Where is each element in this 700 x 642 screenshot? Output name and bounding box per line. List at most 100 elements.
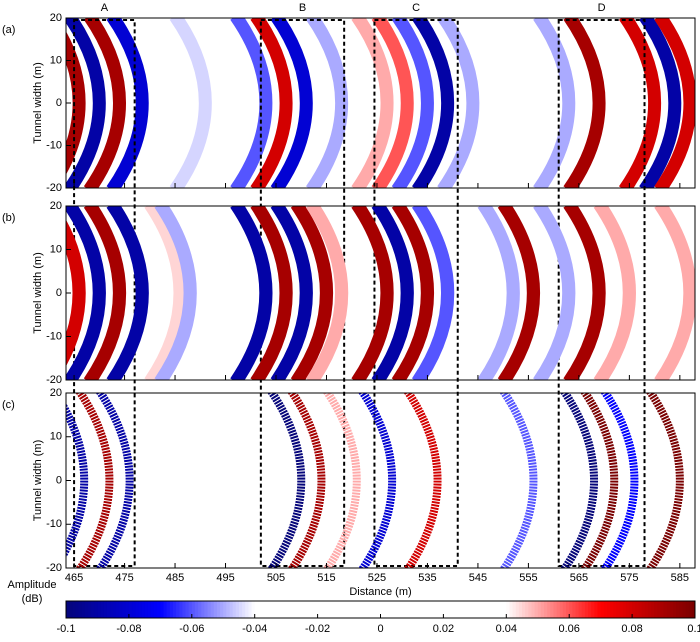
colorbar-cell [679, 601, 683, 618]
colorbar-cell [691, 601, 696, 618]
colorbar-cell [172, 601, 177, 618]
colorbar-cell [455, 601, 460, 618]
colorbar-tick-label: -0.1 [57, 623, 76, 635]
colorbar-cell [157, 601, 161, 618]
colorbar-cell [320, 601, 325, 618]
wave-stripe [497, 206, 540, 380]
colorbar-cell [210, 601, 215, 618]
colorbar-cell [544, 601, 548, 618]
colorbar-cell [270, 601, 275, 618]
colorbar-tick-label: -0.04 [242, 623, 267, 635]
colorbar-cell [91, 601, 95, 618]
y-tick-label: 0 [56, 287, 62, 299]
colorbar-cell [191, 601, 196, 618]
colorbar-cell [657, 601, 661, 618]
colorbar-cell [411, 601, 416, 618]
colorbar-cell [506, 601, 510, 618]
wave-stripe [66, 402, 89, 559]
colorbar-cell [547, 601, 551, 618]
x-tick-label: 505 [267, 572, 285, 584]
colorbar-cell [666, 601, 671, 618]
wave-stripe [96, 393, 134, 568]
wave-stripe [230, 18, 273, 188]
colorbar-cell [349, 601, 353, 618]
wave-stripe [563, 18, 606, 188]
colorbar-cell [484, 601, 488, 618]
colorbar-cell [361, 601, 366, 618]
colorbar-cell [477, 601, 482, 618]
wave-stripe [146, 393, 184, 568]
colorbar-cell [311, 601, 315, 618]
wave-stripe [477, 206, 520, 380]
colorbar-cell [424, 601, 429, 618]
colorbar-cell [625, 601, 630, 618]
wave-stripe [371, 18, 414, 188]
colorbar-cell [452, 601, 457, 618]
colorbar-cell [399, 601, 404, 618]
colorbar-cell [471, 601, 476, 618]
colorbar-cell [251, 601, 256, 618]
colorbar-label: Amplitude [8, 579, 57, 591]
colorbar-tick-label: 0.08 [621, 623, 642, 635]
colorbar-cell [144, 601, 149, 618]
colorbar-cell [330, 601, 334, 618]
colorbar-cell [540, 601, 545, 618]
wave-stripe [351, 206, 394, 380]
x-tick-label: 545 [469, 572, 487, 584]
colorbar-cell [562, 601, 567, 618]
wave-stripe [106, 206, 149, 380]
colorbar-cell [106, 601, 111, 618]
y-tick-label: 0 [56, 97, 62, 109]
region-label: C [412, 2, 420, 14]
colorbar-cell [128, 601, 133, 618]
wave-stripe [618, 18, 661, 188]
colorbar-cell [474, 601, 479, 618]
colorbar-cell [223, 601, 227, 618]
colorbar-cell [317, 601, 322, 618]
colorbar-cell [194, 601, 199, 618]
colorbar-cell [97, 601, 102, 618]
colorbar-cell [503, 601, 507, 618]
colorbar-cell [169, 601, 174, 618]
x-tick-label: 495 [216, 572, 234, 584]
wave-stripe [646, 393, 684, 568]
colorbar-cell [575, 601, 580, 618]
y-tick-label: 20 [50, 12, 62, 24]
colorbar-tick-label: 0.02 [433, 623, 454, 635]
colorbar-cell [78, 601, 83, 618]
colorbar-cell [584, 601, 589, 618]
wave-stripe [83, 206, 126, 380]
colorbar-cell [647, 601, 652, 618]
colorbar-cell [69, 601, 73, 618]
x-axis-label: Distance (m) [349, 586, 411, 598]
colorbar-cell [437, 601, 441, 618]
colorbar-cell [242, 601, 246, 618]
colorbar-cell [405, 601, 410, 618]
colorbar-cell [638, 601, 643, 618]
y-axis-label: Tunnel width (m) [32, 440, 44, 522]
wave-stripe [533, 18, 576, 188]
colorbar-cell [531, 601, 536, 618]
wave-stripe [306, 18, 348, 188]
colorbar-cell [393, 601, 397, 618]
colorbar-cell [345, 601, 350, 618]
colorbar-cell [333, 601, 337, 618]
colorbar-cell [279, 601, 284, 618]
colorbar-cell [352, 601, 356, 618]
colorbar-cell [572, 601, 576, 618]
colorbar-cell [550, 601, 554, 618]
wave-stripe [533, 206, 576, 380]
colorbar-cell [569, 601, 573, 618]
colorbar-cell [163, 601, 168, 618]
colorbar-cell [295, 601, 300, 618]
colorbar-cell [682, 601, 687, 618]
wave-stripe [75, 393, 114, 568]
colorbar-cell [588, 601, 592, 618]
wave-stripe [580, 393, 619, 568]
colorbar-cell [264, 601, 268, 618]
colorbar-cell [75, 601, 80, 618]
colorbar-cell [336, 601, 341, 618]
colorbar-cell [509, 601, 514, 618]
colorbar-cell [481, 601, 485, 618]
colorbar-tick-label: -0.08 [116, 623, 141, 635]
